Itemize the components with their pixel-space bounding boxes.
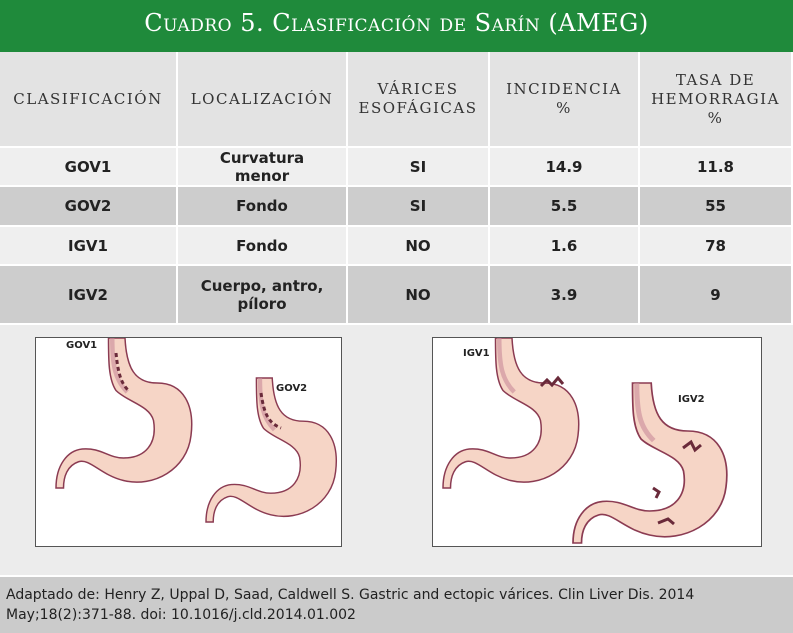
header-cell: VÁRICES ESOFÁGICAS: [348, 52, 490, 148]
illustration: [36, 338, 341, 546]
cell-text: SI: [409, 197, 427, 215]
cell-text: 78: [705, 236, 726, 255]
header-text: LOCALIZACIÓN: [190, 89, 334, 108]
figure: IGV1 IGV2: [432, 337, 762, 547]
table-cell: 5.5: [490, 187, 640, 227]
cell-text: IGV1: [68, 236, 108, 255]
table-cell: 78: [640, 227, 793, 266]
figure-label: IGV1: [463, 348, 490, 359]
table-cell: IGV2: [0, 266, 178, 325]
table-cell: Cuerpo, antro, píloro: [178, 266, 348, 325]
table-cell: 11.8: [640, 148, 793, 187]
cell-text: NO: [405, 236, 431, 255]
header-text: INCIDENCIA: [506, 80, 622, 98]
header-text: TASA DE: [675, 70, 756, 89]
header-text: CLASIFICACIÓN: [13, 89, 163, 108]
figure: GOV1 GOV2: [35, 337, 342, 547]
cell-text: GOV1: [64, 157, 112, 176]
table-cell: NO: [348, 227, 490, 266]
cell-text: GOV2: [64, 197, 112, 215]
figure-label: GOV2: [276, 383, 308, 394]
table-cell: 9: [640, 266, 793, 325]
footer: Adaptado de: Henry Z, Uppal D, Saad, Cal…: [0, 577, 793, 633]
cell-text: 5.5: [550, 197, 578, 215]
cell-text: 1.6: [550, 236, 578, 255]
header-text: ESOFÁGICAS: [358, 99, 478, 117]
cell-text: Curvatura menor: [219, 148, 305, 185]
header-text: VÁRICES: [377, 80, 459, 98]
table-cell: SI: [348, 148, 490, 187]
header-text: %: [707, 108, 724, 127]
table-cell: Fondo: [178, 227, 348, 266]
cell-text: 11.8: [696, 157, 734, 176]
illustration: [433, 338, 761, 546]
header-cell: LOCALIZACIÓN: [178, 52, 348, 148]
cell-text: 3.9: [550, 285, 578, 304]
table-cell: 1.6: [490, 227, 640, 266]
header-cell: INCIDENCIA%: [490, 52, 640, 148]
table-cell: 55: [640, 187, 793, 227]
figures: GOV1 GOV2 IGV1 IGV2: [0, 325, 793, 575]
figure-label: IGV2: [678, 394, 705, 405]
header-cell: TASA DE HEMORRAGIA%: [640, 52, 793, 148]
cell-text: 9: [710, 285, 721, 304]
header-text: %: [556, 99, 572, 117]
cell-text: 14.9: [545, 157, 583, 176]
cell-text: IGV2: [68, 285, 108, 304]
table-cell: GOV1: [0, 148, 178, 187]
table-cell: SI: [348, 187, 490, 227]
header-cell: CLASIFICACIÓN: [0, 52, 178, 148]
table-cell: 14.9: [490, 148, 640, 187]
table-cell: GOV2: [0, 187, 178, 227]
table-cell: 3.9: [490, 266, 640, 325]
cell-text: NO: [405, 285, 431, 304]
table-cell: IGV1: [0, 227, 178, 266]
cell-text: 55: [705, 197, 726, 215]
figure-label: GOV1: [66, 340, 98, 351]
table-cell: Fondo: [178, 187, 348, 227]
header-text: HEMORRAGIA: [651, 89, 780, 108]
cell-text: SI: [409, 157, 427, 176]
cell-text: Fondo: [236, 197, 288, 215]
table-cell: Curvatura menor: [178, 148, 348, 187]
cell-text: Fondo: [236, 236, 288, 255]
cell-text: Cuerpo, antro, píloro: [200, 276, 324, 313]
title: Cuadro 5. Clasificación de Sarín (AMEG): [0, 0, 793, 52]
table-cell: NO: [348, 266, 490, 325]
